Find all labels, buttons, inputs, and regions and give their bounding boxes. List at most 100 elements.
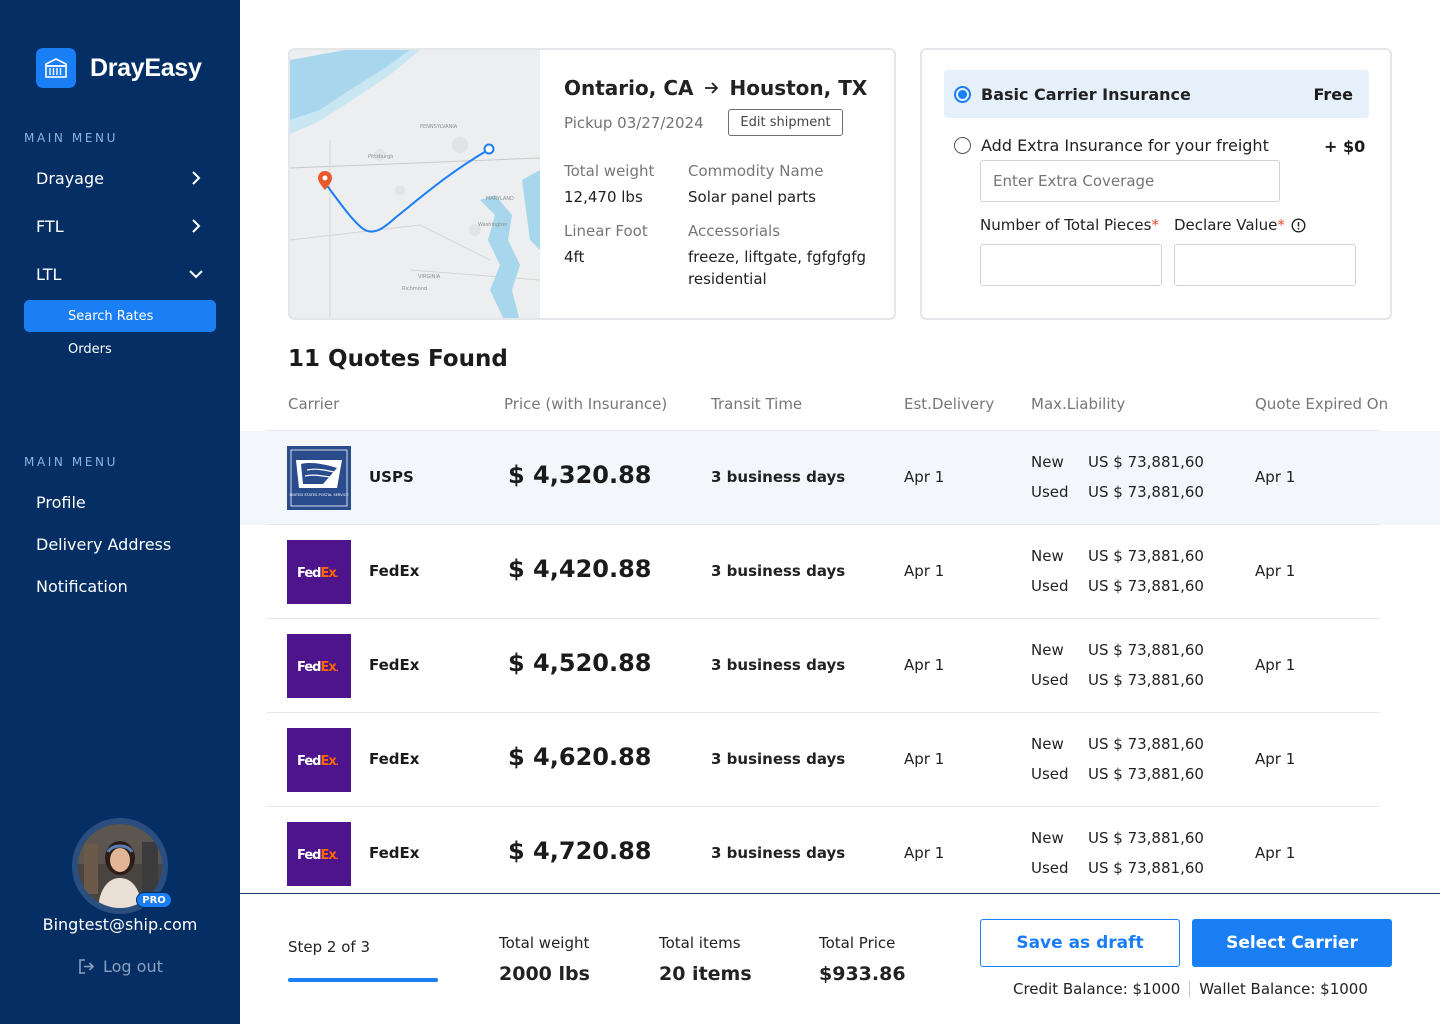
- liability-used-value: US $ 73,881,60: [1088, 671, 1204, 689]
- carrier-name: FedEx: [369, 750, 420, 768]
- chevron-down-icon: [189, 270, 203, 279]
- accessorials-value-line1: freeze, liftgate, fgfgfgfg: [688, 248, 867, 266]
- est-delivery: Apr 1: [904, 468, 945, 486]
- liability-new-value: US $ 73,881,60: [1088, 641, 1204, 659]
- liability-used-value: US $ 73,881,60: [1088, 765, 1204, 783]
- liability-used-value: US $ 73,881,60: [1088, 577, 1204, 595]
- col-header-price: Price (with Insurance): [504, 395, 668, 413]
- logout-button[interactable]: Log out: [78, 957, 163, 976]
- liability-new-value: US $ 73,881,60: [1088, 547, 1204, 565]
- footer-price-label: Total Price: [819, 934, 896, 952]
- total-weight-value: 12,470 lbs: [564, 188, 643, 206]
- extra-insurance-label: Add Extra Insurance for your freight: [981, 136, 1269, 155]
- col-header-transit: Transit Time: [711, 395, 803, 413]
- quote-expiry: Apr 1: [1255, 468, 1296, 486]
- radio-unselected[interactable]: [954, 137, 971, 154]
- sidebar-item-drayage[interactable]: Drayage: [36, 163, 204, 193]
- sidebar: DrayEasy MAIN MENU Drayage FTL LTL Searc…: [0, 0, 240, 1024]
- quote-price: $ 4,320.88: [508, 461, 652, 489]
- sidebar-subitem-search-rates[interactable]: Search Rates: [24, 300, 216, 332]
- main-menu-heading: MAIN MENU: [24, 131, 118, 145]
- route-origin-pin-icon: [318, 171, 332, 190]
- save-draft-button[interactable]: Save as draft: [980, 919, 1180, 967]
- extra-insurance-price: + $0: [1324, 137, 1366, 156]
- liability-used-label: Used: [1031, 483, 1069, 501]
- liability-used-label: Used: [1031, 765, 1069, 783]
- carrier-name: FedEx: [369, 656, 420, 674]
- est-delivery: Apr 1: [904, 750, 945, 768]
- user-avatar[interactable]: PRO: [72, 818, 172, 914]
- credit-balance: Credit Balance: $1000: [1013, 980, 1181, 998]
- liability-new-label: New: [1031, 453, 1064, 471]
- map-label-richmond: Richmond: [402, 286, 427, 292]
- liability-new-value: US $ 73,881,60: [1088, 829, 1204, 847]
- extra-coverage-input[interactable]: [980, 160, 1280, 202]
- col-header-expires: Quote Expired On: [1255, 395, 1389, 413]
- select-carrier-button[interactable]: Select Carrier: [1192, 919, 1392, 967]
- sidebar-item-ftl[interactable]: FTL: [36, 211, 204, 241]
- liability-new-label: New: [1031, 735, 1064, 753]
- total-pieces-input[interactable]: [980, 244, 1162, 286]
- logout-label: Log out: [103, 957, 163, 976]
- declare-value-text: Declare Value: [1174, 216, 1278, 234]
- sidebar-subitem-orders[interactable]: Orders: [68, 342, 112, 357]
- quote-price: $ 4,720.88: [508, 837, 652, 865]
- required-mark: *: [1151, 216, 1159, 234]
- quote-price: $ 4,520.88: [508, 649, 652, 677]
- sidebar-item-notification[interactable]: Notification: [36, 577, 128, 596]
- fedex-logo: FedEx.: [287, 634, 351, 698]
- est-delivery: Apr 1: [904, 844, 945, 862]
- map-label-washington: Washington: [478, 222, 507, 228]
- carrier-name: USPS: [369, 468, 414, 486]
- col-header-delivery: Est.Delivery: [904, 395, 995, 413]
- quotes-count-title: 11 Quotes Found: [288, 346, 508, 372]
- quote-expiry: Apr 1: [1255, 750, 1296, 768]
- info-icon[interactable]: [1291, 217, 1306, 233]
- quote-row[interactable]: FedEx. FedEx $ 4,620.88 3 business days …: [240, 713, 1440, 807]
- declare-value-input[interactable]: [1174, 244, 1356, 286]
- step-progress-bar: [288, 978, 438, 982]
- map-label-pittsburgh: Pittsburgh: [368, 154, 393, 160]
- accessorials-label: Accessorials: [688, 222, 781, 240]
- basic-insurance-option[interactable]: Basic Carrier Insurance Free: [944, 70, 1369, 118]
- wallet-balance: Wallet Balance: $1000: [1199, 980, 1368, 998]
- sidebar-item-ltl[interactable]: LTL: [36, 259, 204, 289]
- transit-time: 3 business days: [711, 844, 846, 862]
- total-weight-label: Total weight: [564, 162, 655, 180]
- sidebar-item-delivery-address[interactable]: Delivery Address: [36, 535, 172, 554]
- edit-shipment-button[interactable]: Edit shipment: [728, 109, 843, 136]
- quote-expiry: Apr 1: [1255, 656, 1296, 674]
- footer-weight-value: 2000 lbs: [499, 963, 590, 985]
- liability-new-value: US $ 73,881,60: [1088, 735, 1204, 753]
- commodity-value: Solar panel parts: [688, 188, 816, 206]
- avatar-photo: [78, 824, 162, 908]
- fedex-logo: FedEx.: [287, 540, 351, 604]
- radio-selected[interactable]: [954, 85, 971, 103]
- brand-logo[interactable]: DrayEasy: [36, 48, 202, 88]
- map-label-pennsylvania: PENNSYLVANIA: [420, 124, 458, 130]
- quote-row[interactable]: UNITED STATES POSTAL SERVICE USPS $ 4,32…: [240, 431, 1440, 525]
- container-icon: [36, 48, 76, 88]
- liability-new-value: US $ 73,881,60: [1088, 453, 1204, 471]
- total-pieces-label: Number of Total Pieces*: [980, 216, 1159, 234]
- extra-insurance-option[interactable]: Add Extra Insurance for your freight: [954, 136, 1269, 155]
- liability-new-label: New: [1031, 547, 1064, 565]
- footer-items-value: 20 items: [659, 963, 752, 985]
- quote-row[interactable]: FedEx. FedEx $ 4,520.88 3 business days …: [240, 619, 1440, 713]
- sidebar-item-label: FTL: [36, 216, 64, 236]
- quote-row[interactable]: FedEx. FedEx $ 4,420.88 3 business days …: [240, 525, 1440, 619]
- transit-time: 3 business days: [711, 656, 846, 674]
- declare-value-label: Declare Value*: [1174, 216, 1306, 234]
- map-label-virginia: VIRGINIA: [418, 274, 441, 280]
- quote-row[interactable]: FedEx. FedEx $ 4,720.88 3 business days …: [240, 807, 1440, 901]
- commodity-label: Commodity Name: [688, 162, 824, 180]
- col-header-carrier: Carrier: [288, 395, 340, 413]
- row-divider: [267, 806, 1380, 807]
- row-divider: [267, 524, 1380, 525]
- arrow-right-icon: [705, 82, 719, 94]
- svg-text:FedEx.: FedEx.: [297, 566, 339, 581]
- chevron-right-icon: [192, 171, 201, 185]
- sidebar-item-profile[interactable]: Profile: [36, 493, 86, 512]
- route-map[interactable]: PENNSYLVANIA Pittsburgh Washington MARYL…: [290, 50, 541, 318]
- basic-insurance-price: Free: [1313, 84, 1354, 104]
